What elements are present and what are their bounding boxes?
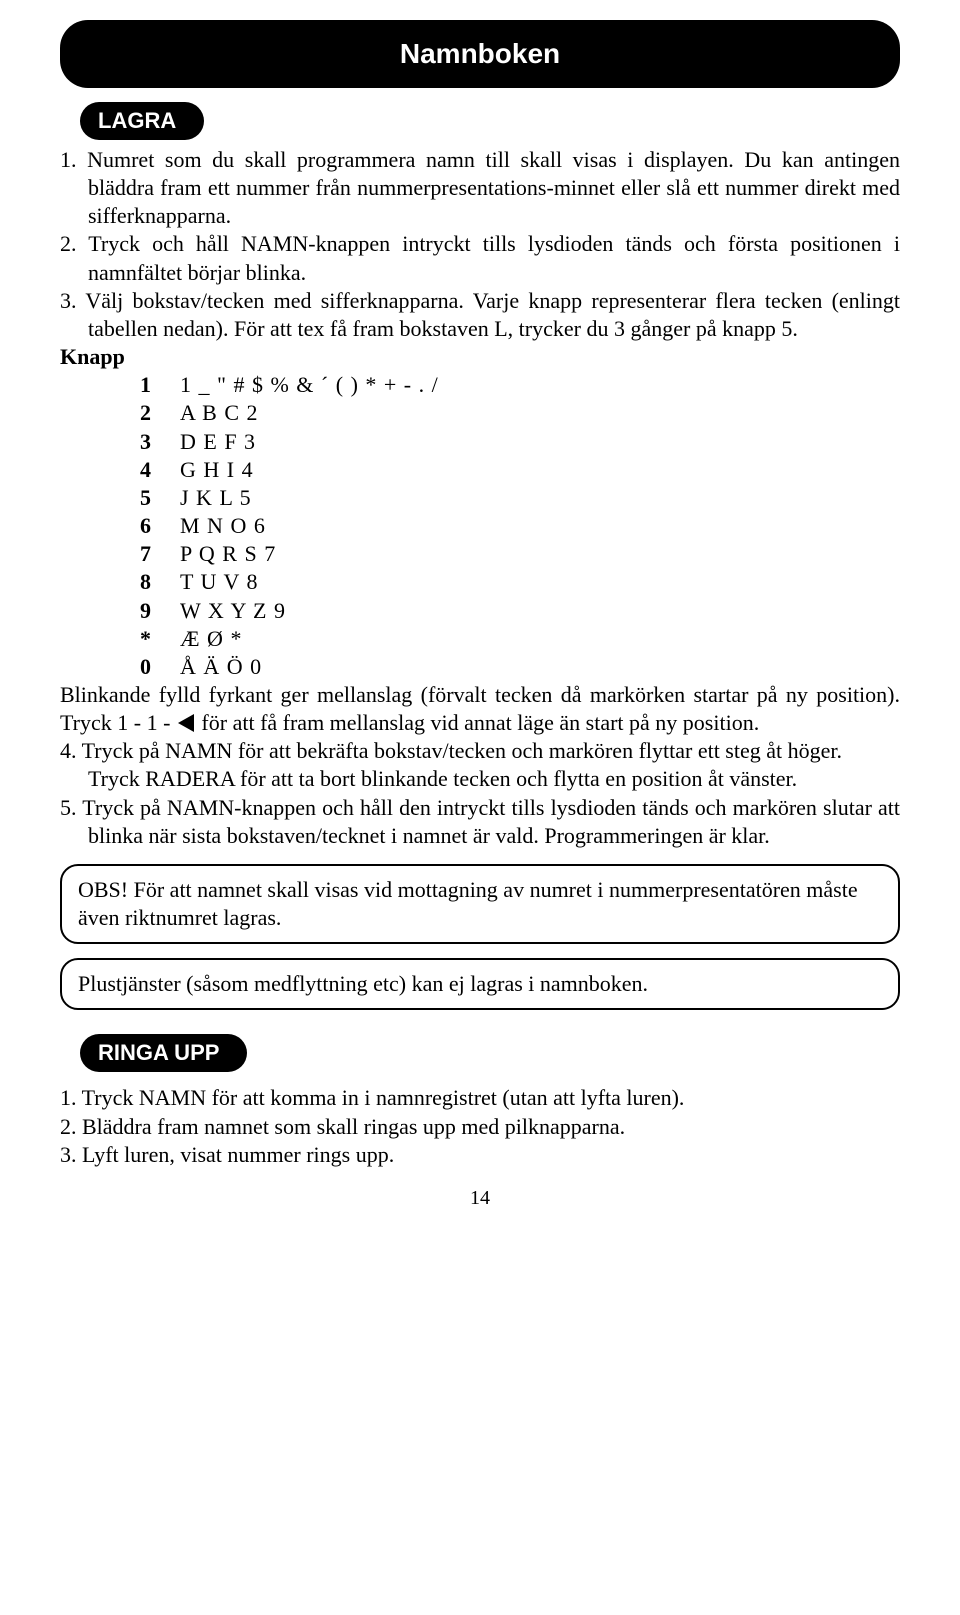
key-chars: 1 _ " # $ % & ´ ( ) * + - . /: [180, 371, 439, 399]
page-number: 14: [60, 1187, 900, 1210]
blink-text-after: för att få fram mellanslag vid annat läg…: [196, 710, 759, 735]
page-title: Namnboken: [60, 20, 900, 88]
key-number: 7: [60, 540, 180, 568]
step-4a: 4. Tryck på NAMN för att bekräfta boksta…: [60, 737, 900, 765]
key-number: 2: [60, 399, 180, 427]
ringa-step-3: 3. Lyft luren, visat nummer rings upp.: [60, 1141, 900, 1169]
key-row: 2A B C 2: [60, 399, 900, 427]
key-chars: Å Ä Ö 0: [180, 653, 262, 681]
key-table: 11 _ " # $ % & ´ ( ) * + - . / 2A B C 2 …: [60, 371, 900, 681]
key-chars: P Q R S 7: [180, 540, 276, 568]
key-row: 4G H I 4: [60, 456, 900, 484]
key-chars: T U V 8: [180, 568, 259, 596]
ringa-step-2: 2. Bläddra fram namnet som skall ringas …: [60, 1113, 900, 1141]
key-number: 8: [60, 568, 180, 596]
key-number: 1: [60, 371, 180, 399]
step-5: 5. Tryck på NAMN-knappen och håll den in…: [60, 794, 900, 850]
lagra-body: 1. Numret som du skall programmera namn …: [60, 146, 900, 850]
key-row: 0Å Ä Ö 0: [60, 653, 900, 681]
knapp-heading: Knapp: [60, 343, 900, 371]
section-heading-ringa: RINGA UPP: [80, 1034, 247, 1072]
blink-paragraph: Blinkande fylld fyrkant ger mellanslag (…: [60, 681, 900, 737]
key-row: 5J K L 5: [60, 484, 900, 512]
step-4b: Tryck RADERA för att ta bort blinkande t…: [60, 765, 900, 793]
section-heading-lagra: LAGRA: [80, 102, 204, 140]
ringa-body: 1. Tryck NAMN för att komma in i namnreg…: [60, 1084, 900, 1168]
key-chars: D E F 3: [180, 428, 256, 456]
key-chars: G H I 4: [180, 456, 254, 484]
key-row: 8T U V 8: [60, 568, 900, 596]
note-box-obs: OBS! För att namnet skall visas vid mott…: [60, 864, 900, 944]
key-number: 3: [60, 428, 180, 456]
key-row: 3D E F 3: [60, 428, 900, 456]
key-row: 6M N O 6: [60, 512, 900, 540]
manual-page: Namnboken LAGRA 1. Numret som du skall p…: [0, 0, 960, 1240]
key-chars: M N O 6: [180, 512, 266, 540]
key-chars: Æ Ø *: [180, 625, 242, 653]
key-number: *: [60, 625, 180, 653]
step-3: 3. Välj bokstav/tecken med sifferknappar…: [60, 287, 900, 343]
left-arrow-icon: [178, 714, 194, 732]
key-row: 7P Q R S 7: [60, 540, 900, 568]
key-row: *Æ Ø *: [60, 625, 900, 653]
step-1: 1. Numret som du skall programmera namn …: [60, 146, 900, 230]
ringa-step-1: 1. Tryck NAMN för att komma in i namnreg…: [60, 1084, 900, 1112]
key-number: 9: [60, 597, 180, 625]
key-chars: J K L 5: [180, 484, 252, 512]
key-number: 5: [60, 484, 180, 512]
key-row: 11 _ " # $ % & ´ ( ) * + - . /: [60, 371, 900, 399]
note-box-plus: Plustjänster (såsom medflyttning etc) ka…: [60, 958, 900, 1010]
key-row: 9W X Y Z 9: [60, 597, 900, 625]
key-number: 0: [60, 653, 180, 681]
key-number: 4: [60, 456, 180, 484]
key-chars: W X Y Z 9: [180, 597, 286, 625]
key-chars: A B C 2: [180, 399, 259, 427]
step-2: 2. Tryck och håll NAMN-knappen intryckt …: [60, 230, 900, 286]
key-number: 6: [60, 512, 180, 540]
